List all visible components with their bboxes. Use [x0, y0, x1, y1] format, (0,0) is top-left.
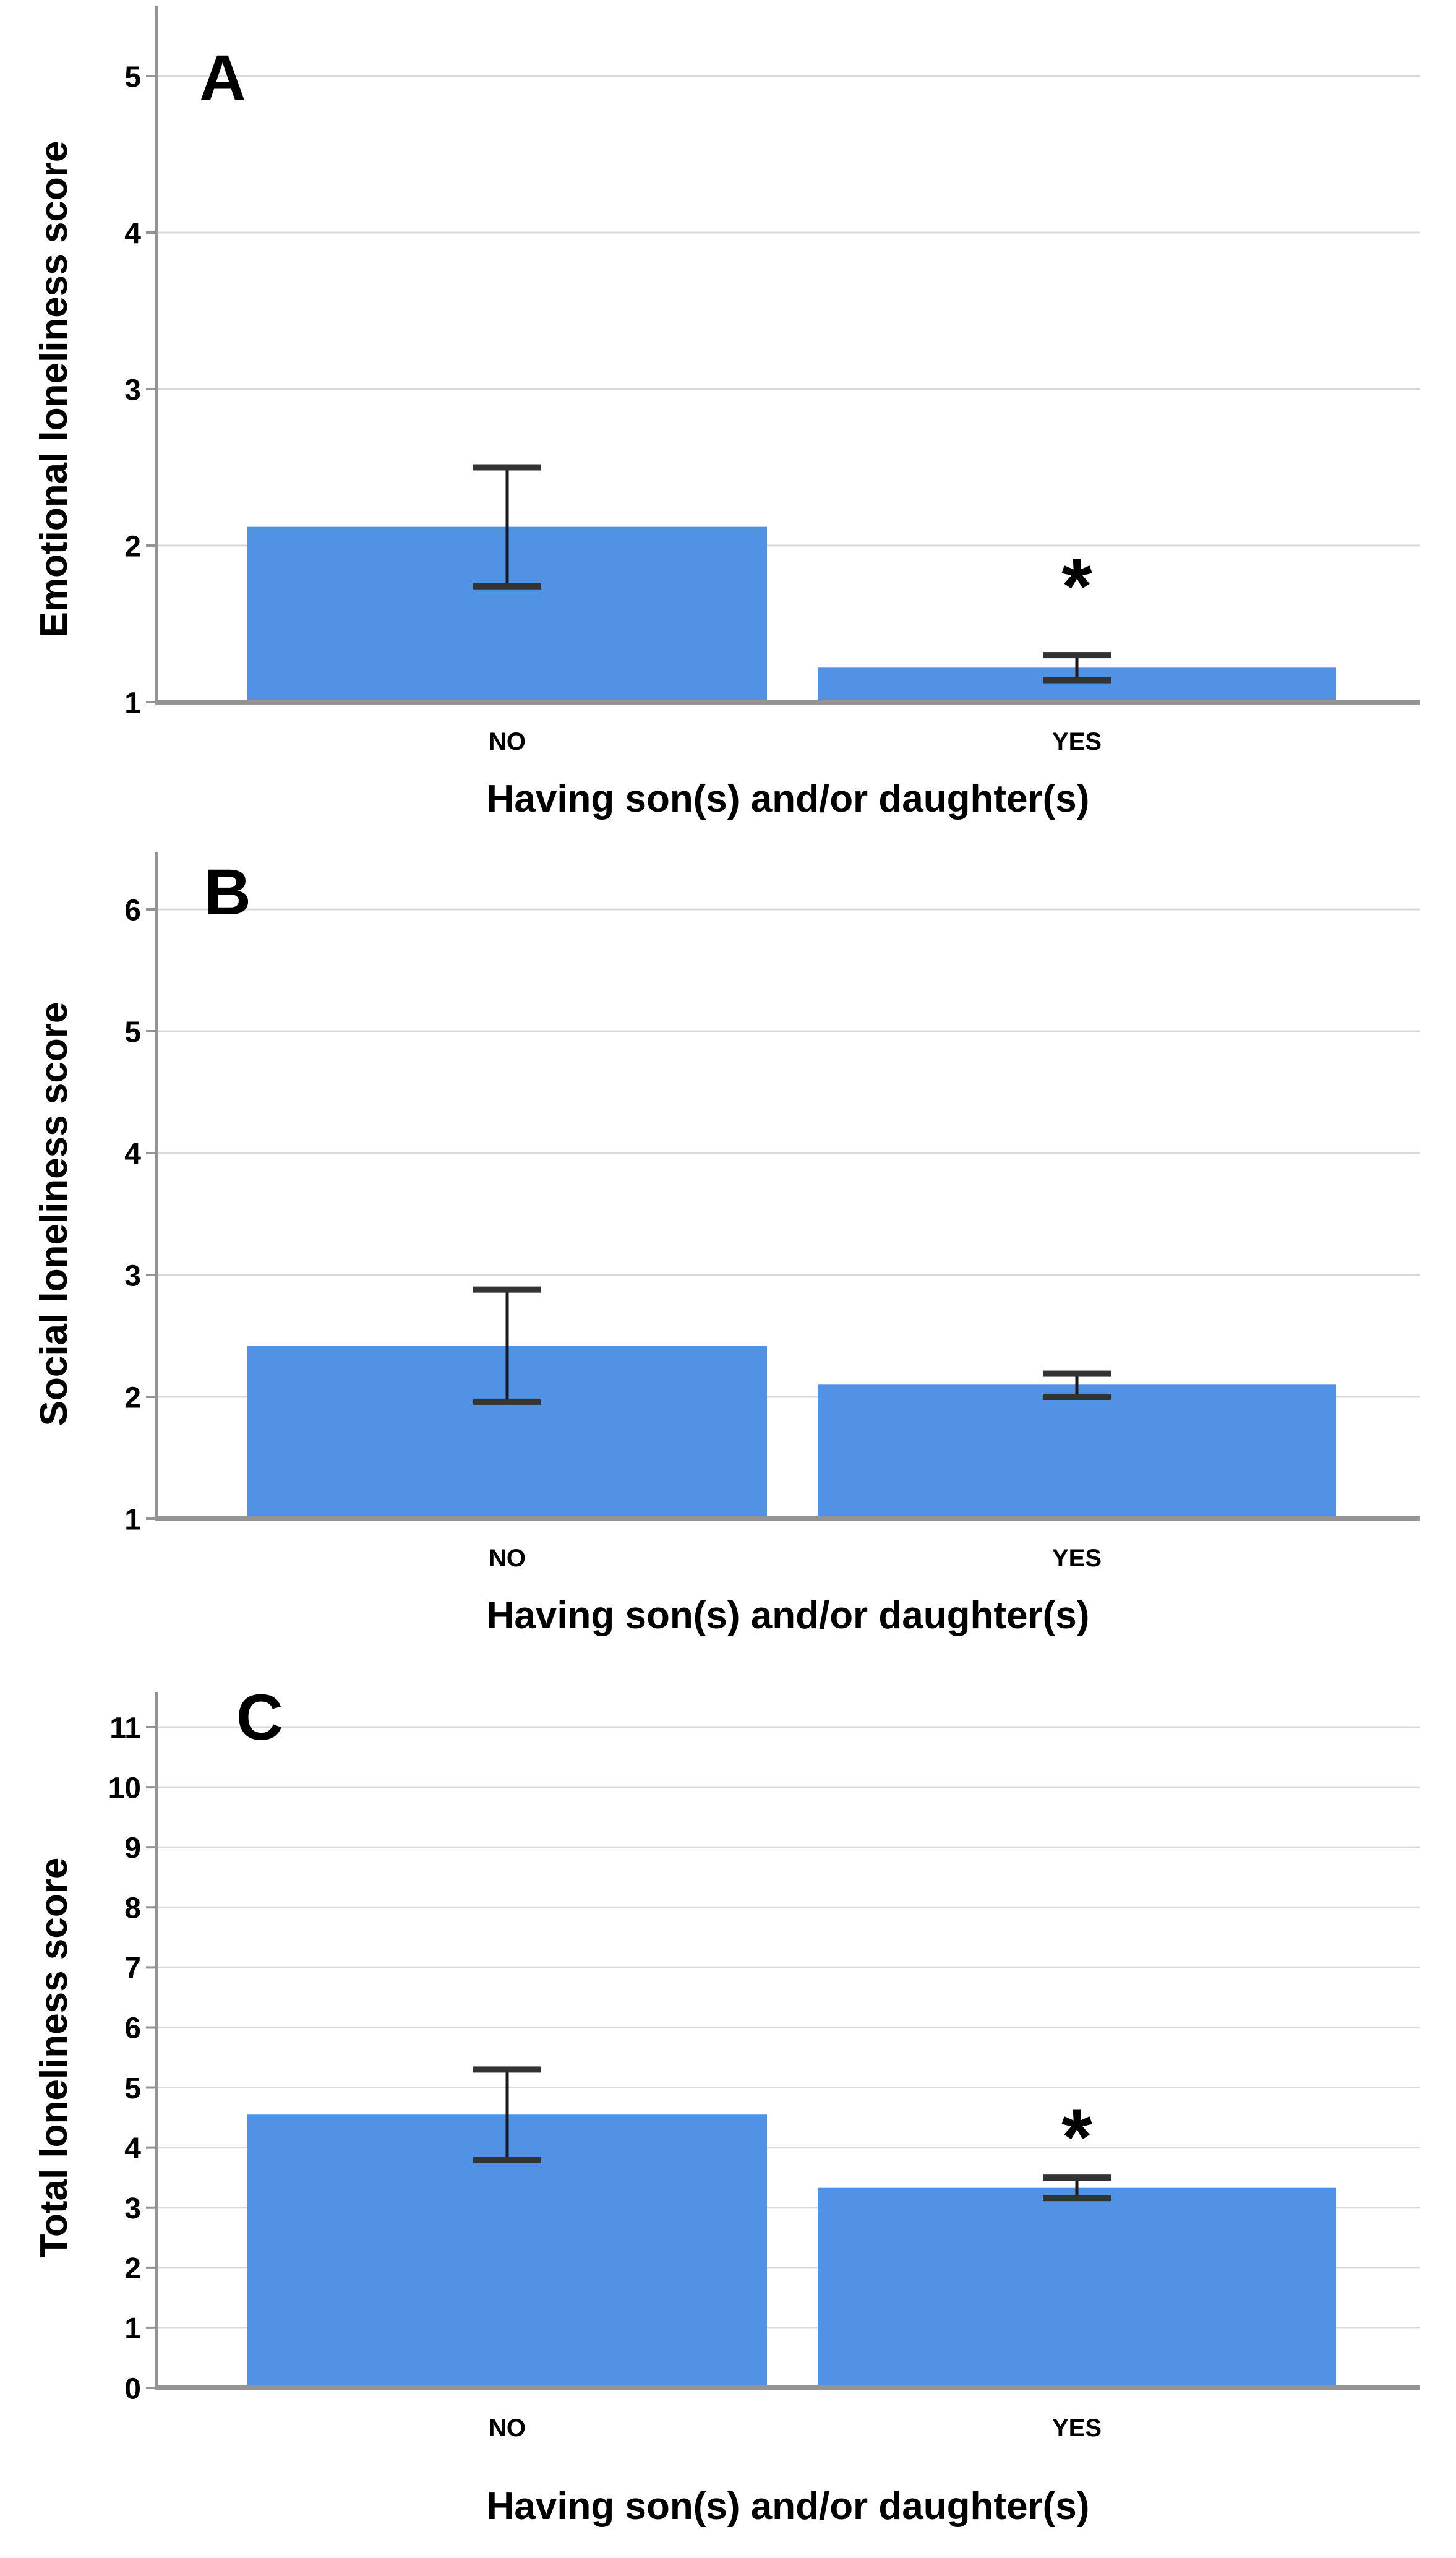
error-bar-yes: [1043, 2174, 1111, 2202]
error-bar-yes: [1043, 652, 1111, 684]
panel-c-chart: 0 1 2 3 4 5 6 7 8 9 10 11 NO YES Having son(s) and/or …: [33, 1681, 1420, 2528]
bar-yes: [818, 2187, 1336, 2388]
y-tick-label: 10: [108, 1772, 141, 1805]
y-axis-title: Total loneliness score: [33, 1858, 75, 2258]
x-axis-title: Having son(s) and/or daughter(s): [487, 2485, 1090, 2528]
x-tick-label-no: NO: [489, 2414, 526, 2442]
error-bar-no: [473, 1286, 541, 1405]
y-tick-label: 7: [124, 1952, 141, 1985]
y-tick-label: 0: [124, 2372, 141, 2405]
x-tick-label-no: NO: [489, 728, 526, 755]
y-axis-title: Emotional loneliness score: [33, 141, 75, 638]
y-tick-label: 3: [124, 2192, 141, 2225]
y-tick-label: 1: [124, 1503, 141, 1536]
x-tick-label-yes: YES: [1052, 2414, 1102, 2442]
panel-c: 0 1 2 3 4 5 6 7 8 9 10 11 NO YES Having son(s) and/or …: [0, 1670, 1456, 2558]
panel-letter: A: [199, 42, 246, 114]
x-tick-label-yes: YES: [1052, 1545, 1102, 1572]
y-tick-label: 1: [124, 687, 141, 719]
y-tick-label: 5: [124, 1016, 141, 1049]
panel-b: 1 2 3 4 5 6 NO YES Having son(s) and/or daughter…: [0, 848, 1456, 1670]
y-tick-label: 2: [124, 2252, 141, 2285]
bar-yes: [818, 1384, 1336, 1519]
y-tick-label: 11: [109, 1712, 141, 1745]
x-tick-label-yes: YES: [1052, 728, 1102, 755]
y-tick-label: 4: [124, 2132, 141, 2165]
panel-letter: C: [236, 1681, 283, 1754]
x-tick-label-no: NO: [489, 1545, 526, 1572]
y-tick-label: 6: [124, 894, 141, 927]
y-tick-label: 3: [124, 1260, 141, 1292]
panel-a-chart: 1 2 3 4 5 NO YES Having son(s) and/or daughter(…: [33, 6, 1420, 820]
panel-letter: B: [204, 856, 251, 929]
y-tick-label: 2: [124, 530, 141, 563]
significance-asterisk: *: [1061, 543, 1092, 631]
error-bar-no: [473, 464, 541, 590]
y-tick-label: 9: [124, 1832, 141, 1865]
y-tick-label: 4: [124, 217, 141, 250]
y-tick-label: 3: [124, 374, 141, 406]
y-tick-label: 1: [124, 2312, 141, 2345]
panel-b-chart: 1 2 3 4 5 6 NO YES Having son(s) and/or daughter…: [33, 852, 1420, 1637]
y-tick-label: 2: [124, 1381, 141, 1414]
y-tick-label: 5: [124, 2072, 141, 2105]
panel-a: 1 2 3 4 5 NO YES Having son(s) and/or daughter(…: [0, 0, 1456, 848]
y-axis-title: Social loneliness score: [33, 1002, 75, 1427]
y-tick-label: 4: [124, 1138, 141, 1170]
y-tick-label: 8: [124, 1892, 141, 1925]
error-bar-yes: [1043, 1370, 1111, 1400]
error-bar-no: [473, 2066, 541, 2164]
significance-asterisk: *: [1061, 2093, 1092, 2182]
x-axis-title: Having son(s) and/or daughter(s): [487, 1594, 1090, 1637]
y-tick-label: 5: [124, 61, 141, 93]
x-axis-title: Having son(s) and/or daughter(s): [487, 778, 1090, 820]
y-tick-label: 6: [124, 2012, 141, 2045]
